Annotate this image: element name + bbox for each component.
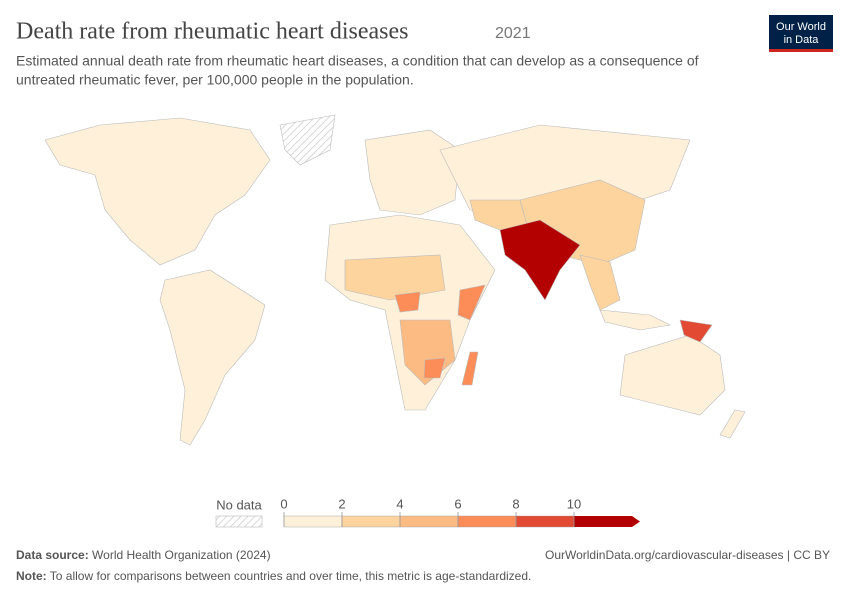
logo-text: in Data	[784, 34, 820, 46]
south-america[interactable]	[159, 269, 266, 446]
southeast-asia[interactable]	[579, 254, 621, 311]
madagascar[interactable]	[461, 351, 479, 386]
europe[interactable]	[364, 129, 461, 216]
legend-no-data-swatch[interactable]	[215, 515, 263, 528]
legend-tick-label: 0	[280, 496, 287, 511]
legend-no-data-label: No data	[216, 497, 262, 512]
new-zealand[interactable]	[719, 409, 746, 439]
logo-box	[769, 15, 833, 49]
legend: No data 0 2 4 6 8 10	[215, 496, 640, 528]
papua-new-guinea[interactable]	[679, 319, 713, 343]
subtitle: untreated rheumatic fever, per 100,000 p…	[16, 72, 414, 88]
central-africa[interactable]	[394, 291, 421, 313]
zimbabwe[interactable]	[423, 357, 446, 379]
legend-bin[interactable]	[399, 515, 459, 528]
source-label: Data source:	[16, 548, 89, 562]
legend-bin[interactable]	[283, 515, 343, 528]
legend-bin[interactable]	[457, 515, 517, 528]
legend-bin[interactable]	[341, 515, 401, 528]
legend-tick-label: 6	[454, 496, 461, 511]
north-america[interactable]	[44, 117, 271, 266]
url[interactable]: OurWorldinData.org/cardiovascular-diseas…	[545, 548, 830, 562]
title: Death rate from rheumatic heart diseases	[16, 19, 408, 45]
indonesia[interactable]	[599, 309, 671, 331]
year: 2021	[495, 25, 531, 42]
note-label: Note:	[16, 569, 47, 583]
logo-bar	[769, 49, 833, 52]
australia[interactable]	[619, 334, 726, 416]
note-text: To allow for comparisons between countri…	[50, 569, 532, 583]
logo[interactable]: Our World in Data	[769, 15, 833, 52]
legend-tick-label: 4	[396, 496, 403, 511]
greenland[interactable]	[279, 114, 336, 166]
legend-tick-label: 8	[512, 496, 519, 511]
source-text: World Health Organization (2024)	[92, 548, 271, 562]
note: Note: To allow for comparisons between c…	[16, 569, 531, 583]
somalia[interactable]	[457, 284, 486, 321]
subtitle: Estimated annual death rate from rheumat…	[16, 53, 699, 69]
south-asia[interactable]	[499, 219, 581, 301]
legend-bin[interactable]	[515, 515, 575, 528]
legend-tick-label: 2	[338, 496, 345, 511]
legend-tick-label: 10	[567, 496, 581, 511]
logo-text: Our World	[776, 21, 826, 33]
map	[44, 114, 746, 446]
source: Data source: World Health Organization (…	[16, 548, 271, 562]
legend-bin[interactable]	[574, 516, 640, 527]
